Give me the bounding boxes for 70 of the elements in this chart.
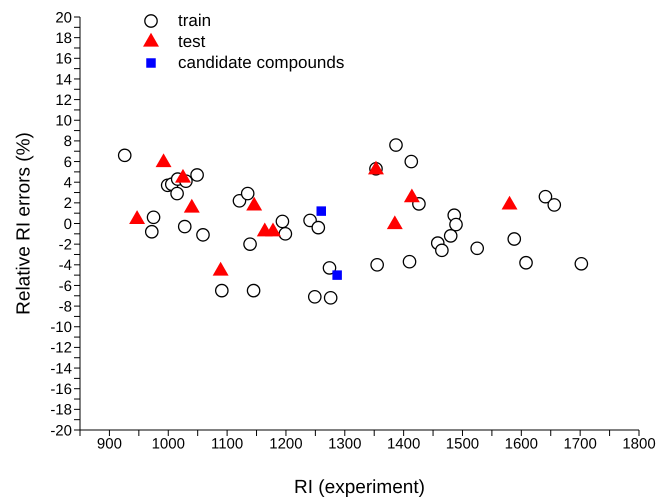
y-tick-label: 4 (64, 174, 72, 192)
y-tick-label: -6 (58, 278, 72, 295)
y-axis-title: Relative RI errors (%) (14, 132, 34, 315)
y-tick-label: -16 (50, 381, 72, 398)
y-tick-label: 6 (64, 154, 72, 171)
point (316, 206, 326, 216)
x-tick-label: 1200 (269, 436, 303, 453)
x-tick-label: 1100 (210, 436, 244, 453)
point (190, 168, 204, 182)
y-tick-label: 0 (64, 216, 72, 233)
x-tick-label: 1300 (328, 436, 362, 453)
point (322, 261, 336, 275)
point (246, 284, 260, 298)
point (404, 154, 418, 168)
y-tick-label: -2 (58, 236, 72, 254)
point (311, 220, 326, 234)
point (470, 241, 484, 256)
point (507, 232, 522, 246)
point (370, 258, 384, 272)
point (240, 186, 255, 200)
legend-label: test (178, 32, 206, 52)
point (178, 220, 192, 234)
x-tick-label: 1700 (563, 436, 597, 453)
point (214, 284, 229, 298)
x-axis-title: RI (experiment) (294, 477, 425, 497)
point (324, 291, 338, 305)
point (389, 138, 403, 152)
point (547, 198, 562, 212)
point (308, 290, 322, 304)
x-tick-label: 1000 (152, 436, 185, 453)
y-tick-label: -12 (50, 340, 72, 357)
point (435, 244, 449, 258)
y-tick-label: 8 (64, 133, 72, 150)
y-tick-label: 20 (55, 9, 72, 26)
y-tick-label: 10 (55, 112, 72, 130)
y-tick-label: 14 (55, 71, 72, 88)
y-tick-label: -18 (50, 402, 72, 419)
y-tick-label: 16 (55, 50, 72, 68)
x-tick-label: 1400 (386, 436, 420, 453)
x-tick-label: 900 (96, 436, 122, 453)
x-tick-label: 1500 (446, 436, 480, 453)
point (276, 214, 290, 228)
legend-label: train (178, 10, 212, 30)
point (519, 256, 533, 270)
x-tick-label: 1600 (504, 436, 538, 453)
y-tick-label: 18 (55, 30, 72, 47)
legend-label: candidate compounds (178, 52, 344, 72)
y-tick-label: -14 (50, 360, 72, 378)
y-tick-label: -4 (58, 257, 72, 274)
y-tick-label: -20 (50, 422, 72, 440)
point (449, 218, 463, 232)
point (144, 224, 159, 239)
point (170, 186, 184, 200)
point (118, 148, 132, 162)
y-tick-label: 12 (55, 92, 72, 109)
point (196, 228, 210, 242)
point (574, 256, 588, 271)
point (243, 237, 257, 251)
point (444, 229, 458, 243)
point (402, 254, 416, 269)
x-tick-label: 1800 (622, 436, 656, 453)
y-tick-label: -10 (50, 319, 72, 336)
point (303, 214, 317, 228)
point (332, 270, 342, 280)
point (538, 190, 552, 204)
y-tick-label: 2 (64, 195, 72, 212)
y-tick-label: -8 (58, 298, 72, 316)
point (278, 227, 292, 241)
point (232, 194, 246, 208)
point (146, 210, 160, 224)
